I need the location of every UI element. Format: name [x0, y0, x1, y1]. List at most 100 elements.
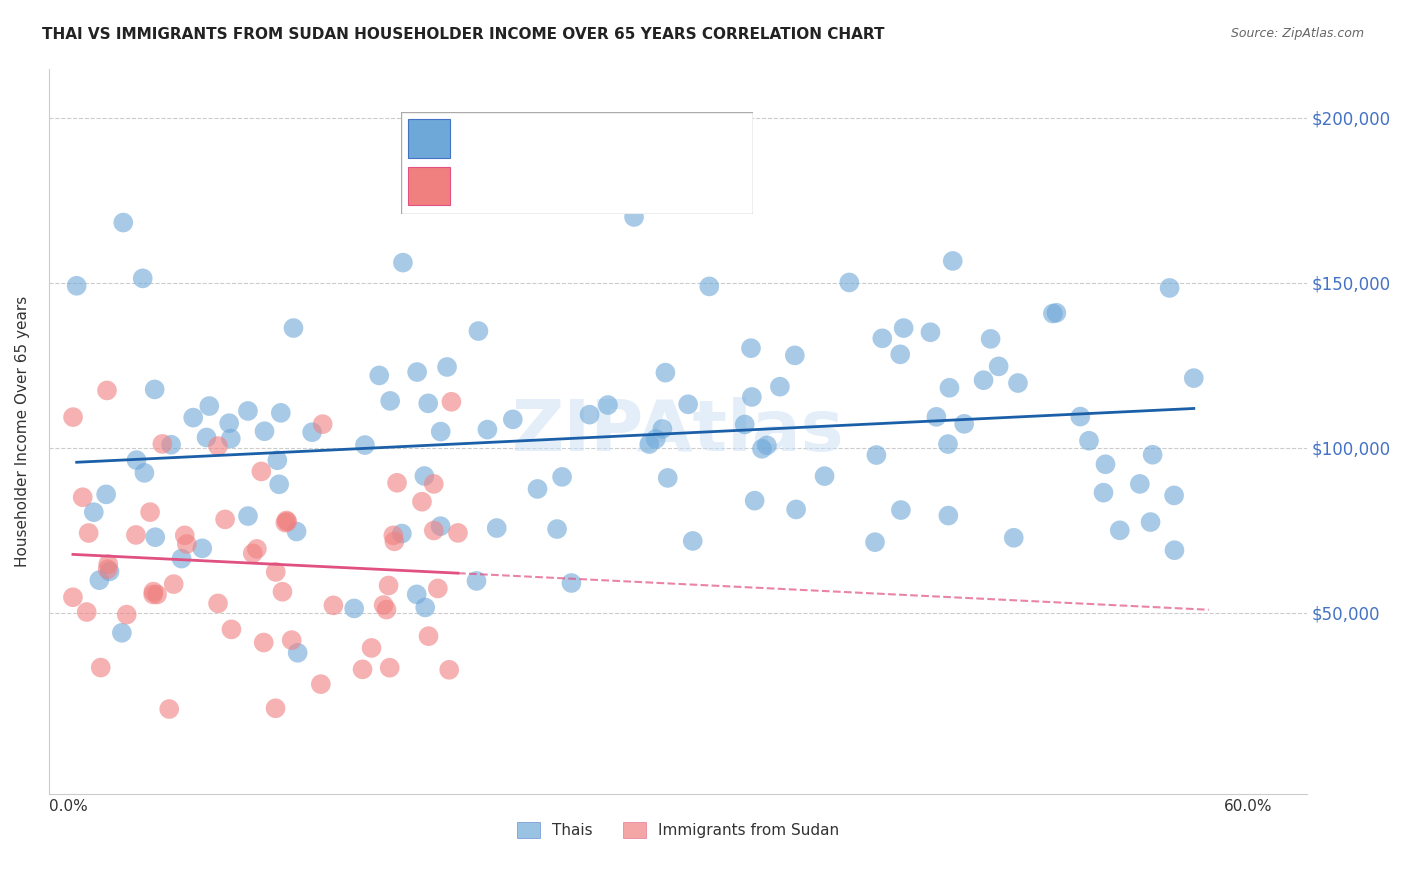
- Thais: [1069, 409, 1091, 424]
- Thais: [269, 477, 291, 491]
- Thais: [560, 576, 582, 591]
- Thais: [1094, 457, 1116, 471]
- Immigrants from Sudan: [246, 541, 269, 556]
- Immigrants from Sudan: [276, 515, 298, 529]
- Thais: [980, 332, 1002, 346]
- Immigrants from Sudan: [309, 677, 332, 691]
- Thais: [1007, 376, 1029, 390]
- Immigrants from Sudan: [62, 410, 84, 425]
- Thais: [429, 519, 451, 533]
- Immigrants from Sudan: [423, 524, 446, 538]
- Immigrants from Sudan: [271, 584, 294, 599]
- Thais: [236, 404, 259, 418]
- Thais: [741, 390, 763, 404]
- Thais: [285, 524, 308, 539]
- Immigrants from Sudan: [447, 525, 470, 540]
- Immigrants from Sudan: [375, 602, 398, 616]
- Thais: [236, 509, 259, 524]
- Thais: [89, 573, 111, 587]
- Thais: [170, 551, 193, 566]
- Immigrants from Sudan: [142, 587, 165, 601]
- Thais: [301, 425, 323, 440]
- Thais: [143, 530, 166, 544]
- Thais: [973, 373, 995, 387]
- Thais: [987, 359, 1010, 374]
- Immigrants from Sudan: [90, 660, 112, 674]
- Thais: [380, 393, 402, 408]
- Thais: [1002, 531, 1025, 545]
- Thais: [413, 469, 436, 483]
- Thais: [623, 210, 645, 224]
- Thais: [893, 321, 915, 335]
- Thais: [368, 368, 391, 383]
- Thais: [1078, 434, 1101, 448]
- Thais: [391, 526, 413, 541]
- Immigrants from Sudan: [76, 605, 98, 619]
- Immigrants from Sudan: [437, 663, 460, 677]
- Thais: [270, 406, 292, 420]
- Thais: [98, 565, 121, 579]
- Thais: [953, 417, 976, 431]
- Immigrants from Sudan: [360, 640, 382, 655]
- Thais: [467, 324, 489, 338]
- Immigrants from Sudan: [264, 701, 287, 715]
- Immigrants from Sudan: [214, 512, 236, 526]
- Thais: [1163, 488, 1185, 502]
- Thais: [1142, 448, 1164, 462]
- Thais: [1159, 281, 1181, 295]
- Immigrants from Sudan: [242, 546, 264, 560]
- Immigrants from Sudan: [426, 582, 449, 596]
- Thais: [1129, 477, 1152, 491]
- Immigrants from Sudan: [385, 475, 408, 490]
- Immigrants from Sudan: [207, 439, 229, 453]
- Thais: [160, 438, 183, 452]
- Thais: [863, 535, 886, 549]
- Thais: [191, 541, 214, 556]
- Immigrants from Sudan: [125, 528, 148, 542]
- Thais: [413, 600, 436, 615]
- Thais: [112, 216, 135, 230]
- Thais: [1092, 485, 1115, 500]
- Thais: [83, 505, 105, 519]
- Thais: [429, 425, 451, 439]
- Thais: [283, 321, 305, 335]
- Immigrants from Sudan: [176, 537, 198, 551]
- Immigrants from Sudan: [322, 599, 344, 613]
- Thais: [485, 521, 508, 535]
- Thais: [889, 347, 911, 361]
- Thais: [785, 502, 807, 516]
- Immigrants from Sudan: [311, 417, 333, 431]
- Y-axis label: Householder Income Over 65 years: Householder Income Over 65 years: [15, 295, 30, 567]
- Immigrants from Sudan: [253, 635, 276, 649]
- Thais: [465, 574, 488, 588]
- Immigrants from Sudan: [280, 633, 302, 648]
- Thais: [405, 587, 427, 601]
- Immigrants from Sudan: [418, 629, 440, 643]
- Thais: [354, 438, 377, 452]
- Immigrants from Sudan: [97, 562, 120, 576]
- Immigrants from Sudan: [373, 598, 395, 612]
- Immigrants from Sudan: [378, 661, 401, 675]
- Thais: [195, 430, 218, 444]
- Immigrants from Sudan: [377, 578, 399, 592]
- Immigrants from Sudan: [77, 526, 100, 541]
- Thais: [755, 438, 778, 452]
- Thais: [865, 448, 887, 462]
- Thais: [1042, 307, 1064, 321]
- Thais: [66, 278, 89, 293]
- Thais: [266, 453, 288, 467]
- Thais: [925, 409, 948, 424]
- Thais: [218, 416, 240, 430]
- Thais: [596, 398, 619, 412]
- Thais: [1108, 524, 1130, 538]
- Immigrants from Sudan: [352, 662, 374, 676]
- Thais: [890, 503, 912, 517]
- Immigrants from Sudan: [150, 437, 173, 451]
- Immigrants from Sudan: [274, 516, 297, 530]
- Thais: [1139, 515, 1161, 529]
- Immigrants from Sudan: [440, 394, 463, 409]
- Thais: [676, 397, 699, 411]
- Immigrants from Sudan: [382, 528, 405, 542]
- Immigrants from Sudan: [157, 702, 180, 716]
- Immigrants from Sudan: [72, 490, 94, 504]
